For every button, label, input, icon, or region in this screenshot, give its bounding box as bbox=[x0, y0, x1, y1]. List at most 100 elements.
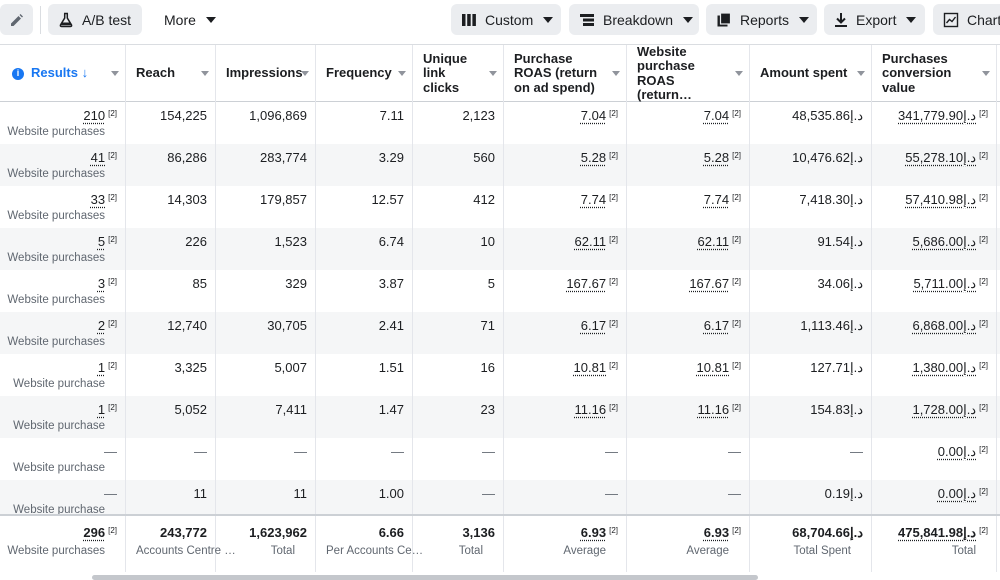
total-caption: Total bbox=[952, 545, 976, 557]
charts-button[interactable]: Charts bbox=[933, 4, 1000, 35]
total-value: 3,136 bbox=[462, 525, 495, 540]
cell-wroas: 62.11 [2] bbox=[627, 228, 750, 270]
custom-columns-button[interactable]: Custom bbox=[451, 4, 561, 35]
footnote-marker: [2] bbox=[108, 151, 117, 160]
roas-value[interactable]: 10.81 [2] bbox=[574, 360, 618, 375]
cell-roas: 62.11 [2] bbox=[504, 228, 627, 270]
results-value[interactable]: 2 [2] bbox=[98, 318, 117, 333]
info-icon[interactable]: i bbox=[12, 68, 24, 80]
ab-test-button[interactable]: A/B test bbox=[48, 4, 142, 35]
table-row[interactable]: 3 [2] Website purchases 85 329 3.87 5 167.67 [2]… bbox=[0, 270, 1000, 312]
reach-value: 11 bbox=[194, 486, 208, 501]
column-header-frequency[interactable]: Frequency bbox=[316, 45, 413, 102]
wroas-value[interactable]: 6.17 [2] bbox=[704, 318, 741, 333]
results-value[interactable]: 1 [2] bbox=[98, 402, 117, 417]
value-text: 1,096,869 bbox=[249, 108, 307, 123]
cell-unique: 2,123 bbox=[413, 102, 504, 144]
more-button[interactable]: More bbox=[154, 4, 232, 35]
roas-value[interactable]: 7.74 [2] bbox=[581, 192, 618, 207]
scrollbar-thumb[interactable] bbox=[92, 575, 758, 580]
breakdown-button[interactable]: Breakdown bbox=[569, 4, 699, 35]
conv-value[interactable]: 5,711.00د.إ [2] bbox=[913, 276, 988, 292]
custom-label: Custom bbox=[485, 12, 533, 28]
wroas-value[interactable]: 7.04 [2] bbox=[704, 108, 741, 123]
column-header-roas[interactable]: Purchase ROAS (return on ad spend) bbox=[504, 45, 627, 102]
conv-value[interactable]: 6,868.00د.إ [2] bbox=[912, 318, 988, 334]
roas-value[interactable]: 5.28 [2] bbox=[581, 150, 618, 165]
value-text: 10,476.62د.إ bbox=[792, 150, 863, 165]
conv-value[interactable]: 1,728.00د.إ [2] bbox=[912, 402, 988, 418]
column-header-reach[interactable]: Reach bbox=[126, 45, 216, 102]
wroas-value[interactable]: 167.67 [2] bbox=[689, 276, 741, 291]
reach-value: 14,303 bbox=[167, 192, 207, 207]
results-value[interactable]: 33 [2] bbox=[91, 192, 117, 207]
edit-button[interactable] bbox=[0, 4, 33, 35]
column-header-results[interactable]: i Results ↓ bbox=[0, 45, 126, 102]
conv-value[interactable]: 1,380.00د.إ [2] bbox=[912, 360, 988, 376]
conv-value[interactable]: 341,779.90د.إ [2] bbox=[898, 108, 988, 124]
table-row[interactable]: 1 [2] Website purchase 3,325 5,007 1.51 16 10.8… bbox=[0, 354, 1000, 396]
wroas-value[interactable]: 5.28 [2] bbox=[704, 150, 741, 165]
cell-results: 3 [2] Website purchases bbox=[0, 270, 126, 312]
table-row[interactable]: 2 [2] Website purchases 12,740 30,705 2.41 71 6… bbox=[0, 312, 1000, 354]
conv-value[interactable]: 5,686.00د.إ [2] bbox=[912, 234, 988, 250]
table-row[interactable]: 5 [2] Website purchases 226 1,523 6.74 10 62.11… bbox=[0, 228, 1000, 270]
unique-value: 16 bbox=[481, 360, 495, 375]
result-type-label: Website purchases bbox=[7, 252, 105, 264]
column-header-conv[interactable]: Purchases conversion value bbox=[872, 45, 997, 102]
cell-amount: 34.06د.إ bbox=[750, 270, 872, 312]
value-text: 1,523 bbox=[274, 234, 307, 249]
cell-unique: 5 bbox=[413, 270, 504, 312]
results-value[interactable]: 1 [2] bbox=[98, 360, 117, 375]
footnote-marker: [2] bbox=[108, 319, 117, 328]
cell-conv: 0.00د.إ [2] bbox=[872, 438, 997, 480]
value-text: 5,052 bbox=[174, 402, 207, 417]
impressions-value: 1,096,869 bbox=[249, 108, 307, 123]
value-text: 6.17 bbox=[581, 318, 606, 333]
column-header-amount[interactable]: Amount spent bbox=[750, 45, 872, 102]
column-header-wroas[interactable]: Website purchase ROAS (return… bbox=[627, 45, 750, 102]
table-row[interactable]: 41 [2] Website purchases 86,286 283,774 3.29 5… bbox=[0, 144, 1000, 186]
roas-value[interactable]: 11.16 [2] bbox=[575, 402, 618, 417]
roas-value[interactable]: 7.04 [2] bbox=[581, 108, 618, 123]
export-button[interactable]: Export bbox=[824, 4, 925, 35]
table-row[interactable]: 33 [2] Website purchases 14,303 179,857 12.57… bbox=[0, 186, 1000, 228]
chevron-down-icon bbox=[906, 17, 916, 23]
value-text: 341,779.90د.إ bbox=[898, 108, 976, 123]
column-header-impressions[interactable]: Impressions bbox=[216, 45, 316, 102]
amount-value: 154.83د.إ bbox=[810, 402, 863, 418]
conv-value[interactable]: 0.00د.إ [2] bbox=[938, 486, 988, 502]
value-text: 7.04 bbox=[581, 108, 606, 123]
table-row[interactable]: 210 [2] Website purchases 154,225 1,096,869 7… bbox=[0, 102, 1000, 144]
horizontal-scrollbar[interactable] bbox=[0, 573, 1000, 580]
results-value[interactable]: 3 [2] bbox=[98, 276, 117, 291]
results-value[interactable]: 5 [2] bbox=[98, 234, 117, 249]
wroas-value[interactable]: 7.74 [2] bbox=[704, 192, 741, 207]
reports-button[interactable]: Reports bbox=[706, 4, 817, 35]
conv-value[interactable]: 55,278.10د.إ [2] bbox=[905, 150, 988, 166]
wroas-value[interactable]: 10.81 [2] bbox=[697, 360, 741, 375]
results-value[interactable]: 41 [2] bbox=[91, 150, 117, 165]
table-row[interactable]: — Website purchase — — — — — — — 0.00د.إ [2] bbox=[0, 438, 1000, 480]
wroas-value[interactable]: 11.16 [2] bbox=[698, 402, 741, 417]
results-value[interactable]: 210 [2] bbox=[83, 108, 117, 123]
roas-value[interactable]: 167.67 [2] bbox=[566, 276, 618, 291]
value-text: 1.51 bbox=[379, 360, 404, 375]
impressions-value: 329 bbox=[285, 276, 307, 291]
value-text: 329 bbox=[285, 276, 307, 291]
conv-value[interactable]: 0.00د.إ [2] bbox=[938, 444, 988, 460]
reports-icon bbox=[716, 12, 732, 28]
cell-wroas: 167.67 [2] bbox=[627, 270, 750, 312]
column-header-unique[interactable]: Unique link clicks bbox=[413, 45, 504, 102]
conv-value[interactable]: 57,410.98د.إ [2] bbox=[905, 192, 988, 208]
roas-value[interactable]: 6.17 [2] bbox=[581, 318, 618, 333]
table-row[interactable]: 1 [2] Website purchase 5,052 7,411 1.47 23 11.1… bbox=[0, 396, 1000, 438]
reach-value: 3,325 bbox=[174, 360, 207, 375]
value-text: 12.57 bbox=[371, 192, 404, 207]
chevron-down-icon bbox=[489, 71, 497, 76]
amount-value: 7,418.30د.إ bbox=[799, 192, 863, 208]
roas-value[interactable]: 62.11 [2] bbox=[575, 234, 618, 249]
value-text: 179,857 bbox=[260, 192, 307, 207]
wroas-value[interactable]: 62.11 [2] bbox=[698, 234, 741, 249]
cell-reach: 154,225 bbox=[126, 102, 216, 144]
